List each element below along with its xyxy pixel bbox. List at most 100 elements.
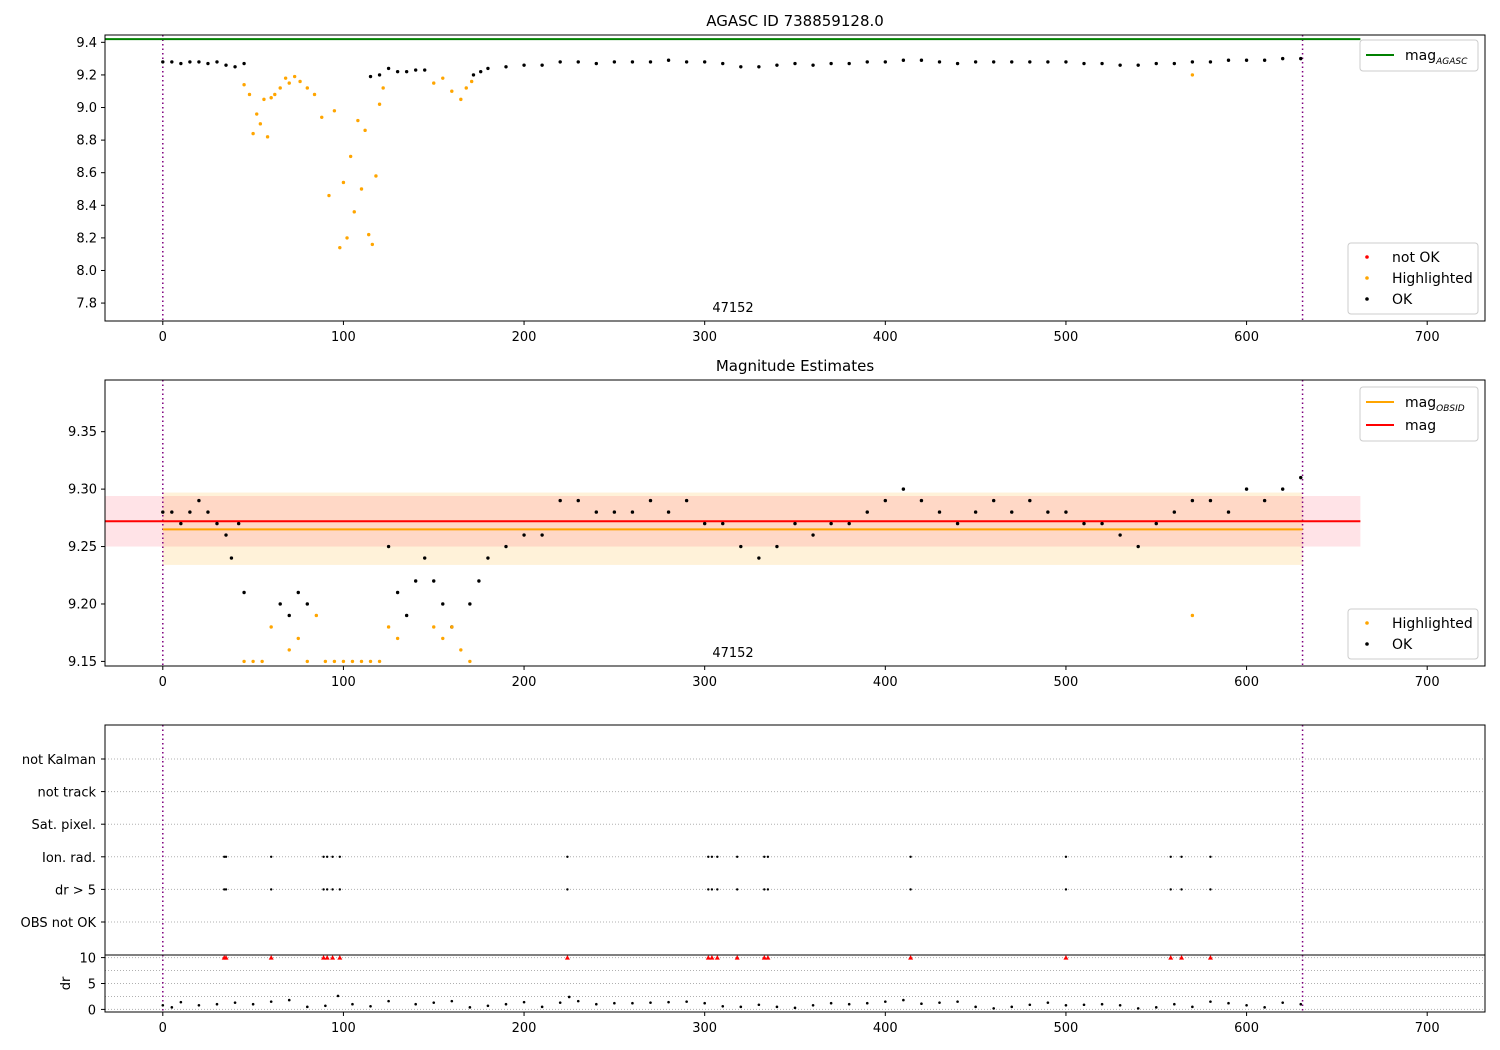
flag-marker xyxy=(1209,888,1212,891)
data-point xyxy=(441,636,445,641)
flag-marker xyxy=(1169,888,1172,891)
data-point xyxy=(287,648,291,652)
data-point xyxy=(901,487,906,491)
data-point xyxy=(1226,58,1231,62)
data-point xyxy=(305,659,310,664)
x-tick-label: 200 xyxy=(512,675,537,690)
data-point xyxy=(413,579,418,583)
legend-marker xyxy=(1365,621,1369,625)
data-point xyxy=(811,63,815,67)
x-tick-label: 600 xyxy=(1234,330,1259,345)
dr-point xyxy=(974,1005,977,1009)
y-tick-label: 9.0 xyxy=(76,101,97,116)
data-point xyxy=(486,556,490,560)
x-tick-label: 0 xyxy=(159,330,167,345)
data-point xyxy=(522,63,526,67)
dr-point xyxy=(757,1003,761,1007)
data-point xyxy=(278,86,282,90)
data-point xyxy=(459,648,463,652)
data-point xyxy=(374,174,378,178)
legend-label-subscript: AGASC xyxy=(1435,57,1468,67)
data-point xyxy=(973,60,978,64)
data-point xyxy=(161,510,165,514)
data-point xyxy=(479,69,483,74)
legend-label: OK xyxy=(1392,292,1413,308)
data-point xyxy=(973,510,978,514)
legend-label: Highlighted xyxy=(1392,616,1473,632)
data-point xyxy=(179,521,183,526)
data-point xyxy=(197,60,201,64)
dr-point xyxy=(324,1004,327,1008)
data-point xyxy=(594,61,599,66)
dr-point xyxy=(369,1005,372,1008)
dr-point xyxy=(197,1003,201,1007)
dr-point xyxy=(1100,1002,1104,1006)
data-point xyxy=(224,533,228,537)
data-point xyxy=(363,128,367,133)
dr-point xyxy=(170,1006,174,1009)
dr-point xyxy=(884,1000,887,1003)
data-point xyxy=(368,74,373,79)
data-point xyxy=(258,122,263,126)
data-point xyxy=(1100,61,1104,66)
legend-label: mag xyxy=(1405,418,1436,434)
dr-point xyxy=(631,1001,634,1005)
data-point xyxy=(338,245,342,250)
x-tick-label: 700 xyxy=(1415,330,1440,345)
y-tick-label: 9.35 xyxy=(68,425,97,440)
data-point xyxy=(504,544,508,549)
dr-clipped-marker xyxy=(1168,955,1174,960)
dr-point xyxy=(1281,1001,1284,1004)
dr-point xyxy=(1154,1006,1158,1009)
dr-point xyxy=(613,1001,616,1005)
x-tick-label: 500 xyxy=(1054,1021,1079,1036)
dr-point xyxy=(739,1005,743,1009)
dr-point xyxy=(1227,1001,1230,1005)
data-point xyxy=(955,521,960,526)
data-point xyxy=(1118,533,1122,537)
data-point xyxy=(829,521,833,526)
dr-point xyxy=(522,1000,526,1004)
flag-marker xyxy=(1209,855,1212,858)
data-point xyxy=(1172,510,1177,514)
data-point xyxy=(404,613,409,618)
data-point xyxy=(287,613,291,618)
dr-point xyxy=(504,1002,508,1006)
legend-label-main: mag xyxy=(1405,48,1436,64)
legend-box xyxy=(1347,608,1479,660)
flags-panel: OBS not OK dr > 5 Ion. rad. Sat. pixel. not … xyxy=(21,724,1486,956)
data-point xyxy=(1299,475,1303,480)
flag-marker xyxy=(716,855,719,858)
flag-marker xyxy=(224,855,228,858)
data-point xyxy=(233,65,237,69)
panel1-frame xyxy=(104,34,1486,322)
data-point xyxy=(793,61,797,66)
data-point xyxy=(829,61,833,66)
data-point xyxy=(242,83,246,87)
legend-marker xyxy=(1365,276,1369,280)
legend-label: OK xyxy=(1392,637,1413,653)
dr-clipped-marker xyxy=(223,955,229,960)
legend-label-main: mag xyxy=(1405,395,1436,411)
x-tick-label: 400 xyxy=(873,330,898,345)
flag-marker xyxy=(223,855,226,858)
data-point xyxy=(811,533,815,537)
data-point xyxy=(432,579,436,583)
legend-label-main: mag xyxy=(1405,418,1436,434)
data-point xyxy=(540,533,544,537)
dr-point xyxy=(432,1001,436,1004)
data-point xyxy=(464,86,468,90)
flag-marker xyxy=(707,855,710,858)
data-point xyxy=(702,60,707,64)
flag-marker xyxy=(710,855,714,858)
data-point xyxy=(367,232,371,237)
dr-clipped-marker xyxy=(765,955,771,960)
x-tick-label: 300 xyxy=(692,330,717,345)
dr-point xyxy=(1191,1005,1194,1009)
legend-box xyxy=(1347,242,1479,315)
flag-marker xyxy=(331,855,334,858)
dr-point xyxy=(1136,1007,1140,1010)
data-point xyxy=(327,193,331,198)
data-point xyxy=(296,636,300,641)
data-point xyxy=(901,58,906,62)
